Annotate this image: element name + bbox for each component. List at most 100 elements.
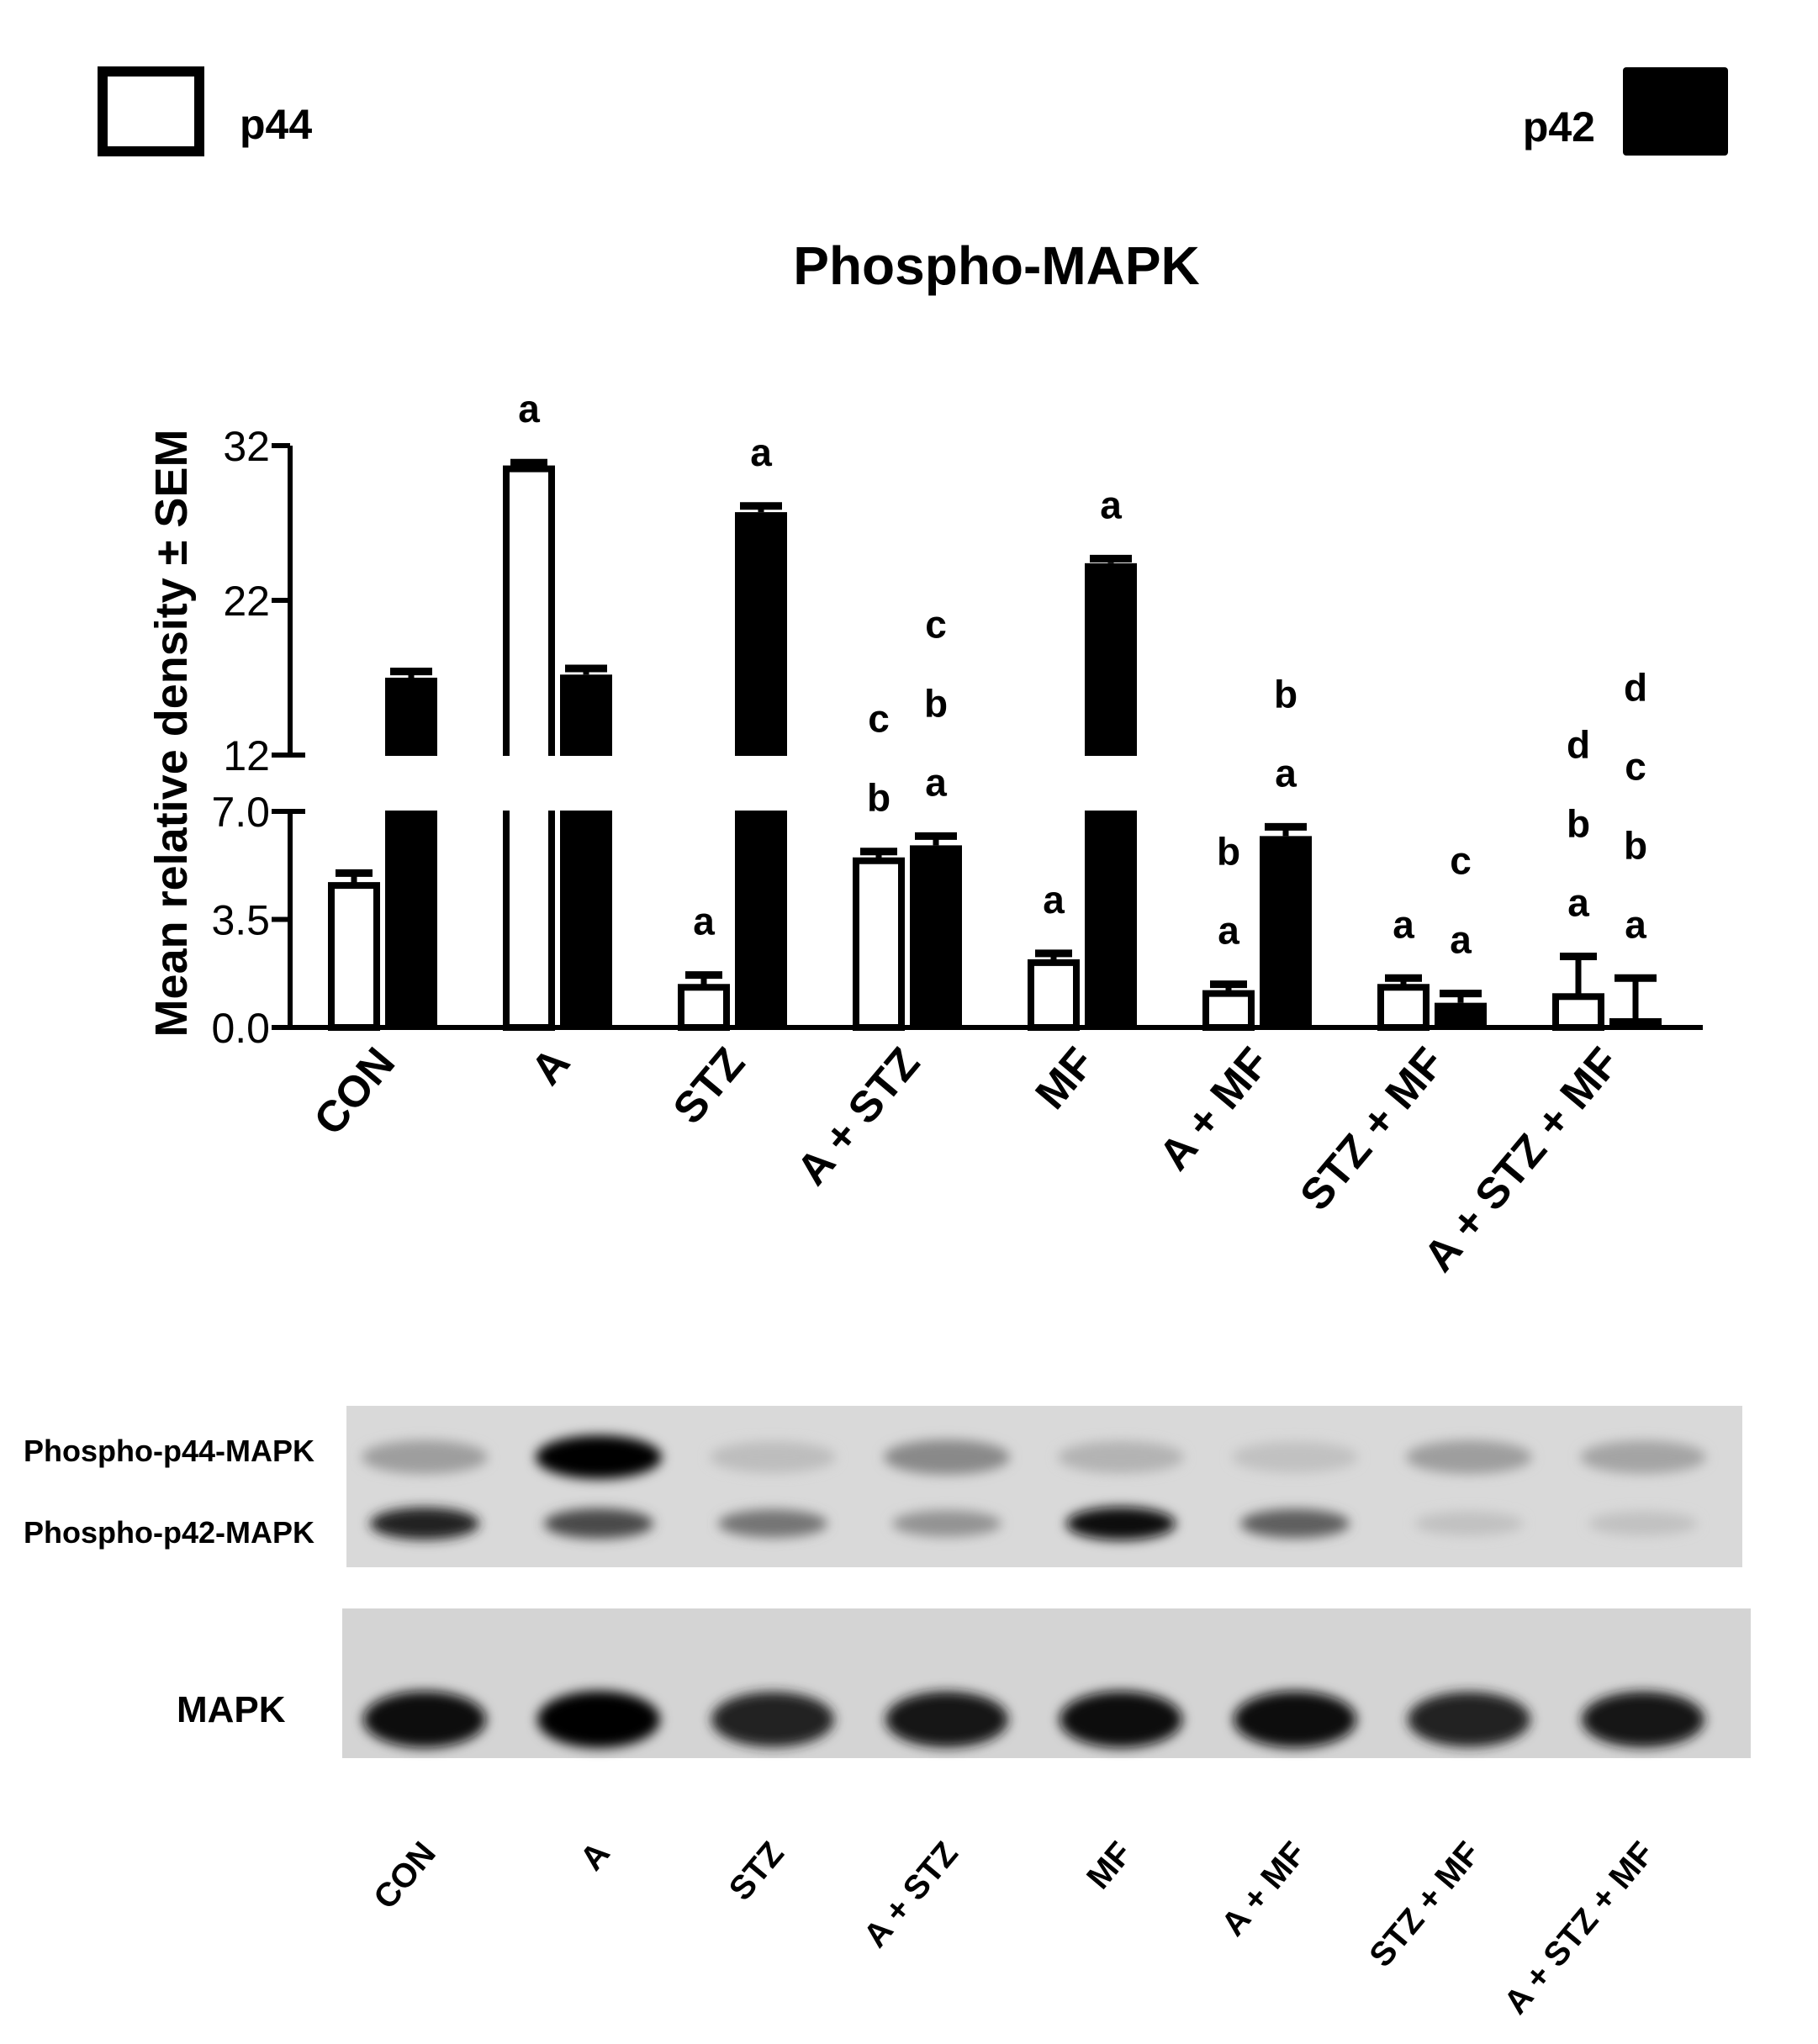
bar-group [380, 668, 442, 1027]
y-tick-label: 12 [223, 732, 270, 779]
significance-letter: a [1567, 881, 1589, 925]
significance-letter: b [867, 776, 891, 820]
bar-group [1028, 949, 1080, 1032]
band-p42 [1066, 1507, 1176, 1540]
significance-letter: b [924, 681, 948, 725]
x-tick-label: STZ [664, 1038, 755, 1133]
blot-lane [884, 1439, 1010, 1748]
legend-p42-label: p42 [1523, 103, 1595, 151]
blot-lane-label: A + STZ [857, 1835, 965, 1955]
bar-p42 [385, 678, 437, 1027]
band-p44 [536, 1435, 662, 1479]
bar-p44 [1377, 984, 1430, 1032]
y-tick-label: 22 [223, 578, 270, 625]
band-p42 [370, 1507, 479, 1540]
significance-letter: a [1275, 751, 1297, 795]
blot-lane-label: A + STZ + MF [1497, 1835, 1662, 2021]
band-mapk [711, 1692, 834, 1747]
significance-letter: a [750, 430, 772, 474]
band-p44 [1580, 1440, 1706, 1474]
bar-group [1260, 822, 1312, 1027]
significance-letter: a [1625, 902, 1646, 946]
blot-label-p44: Phospho-p44-MAPK [24, 1434, 314, 1468]
bar-p44 [1202, 990, 1255, 1031]
legend-p44-swatch [98, 66, 204, 156]
blot-lane [536, 1435, 662, 1748]
band-p42 [1240, 1508, 1350, 1539]
bar-p42 [910, 845, 962, 1027]
significance-letter: c [925, 602, 947, 646]
blot-lane-label: STZ [722, 1835, 791, 1908]
blot-lane [1232, 1441, 1358, 1748]
band-p44 [884, 1439, 1010, 1475]
significance-letter: b [1274, 672, 1297, 716]
blot-lane [362, 1440, 488, 1748]
significance-letter: b [1567, 802, 1590, 846]
phospho-blot-strip [346, 1406, 1742, 1567]
bar-group [1435, 990, 1487, 1027]
x-tick-label: MF [1026, 1038, 1104, 1118]
significance-letter: d [1567, 723, 1590, 767]
y-tick-label: 3.5 [211, 897, 270, 944]
significance-letter: a [518, 387, 540, 430]
significance-letter: a [1218, 909, 1239, 953]
bar-group [1202, 980, 1255, 1031]
significance-letter: a [1100, 483, 1122, 526]
blot-bands [362, 1435, 1706, 1748]
blot-lane [1580, 1440, 1706, 1748]
bar-p42 [1260, 836, 1312, 1027]
blot-lane-labels: CON A STZ A + STZ MF A + MF STZ + MF A + STZ + … [367, 1835, 1662, 2021]
bar-p44 [678, 984, 730, 1032]
bar-group [910, 832, 962, 1027]
significance-letter: b [1217, 830, 1240, 874]
blot-label-p42: Phospho-p42-MAPK [24, 1515, 314, 1550]
bar-group [1552, 953, 1604, 1032]
legend-p42-swatch [1623, 67, 1728, 156]
bar-group [498, 458, 560, 1031]
significance-letter: a [1043, 878, 1065, 922]
significance-letter: c [1450, 839, 1472, 883]
axis-break-gap [730, 756, 792, 811]
axis-break-gap [380, 756, 442, 811]
x-tick-label: A [522, 1038, 580, 1094]
band-p42 [1588, 1511, 1698, 1536]
legend: p44 p42 [98, 66, 1728, 156]
band-p44 [710, 1441, 836, 1473]
x-tick-label: A + STZ [788, 1038, 930, 1194]
bar-p42 [560, 674, 612, 1027]
bar-group [730, 502, 792, 1027]
y-tick-label: 32 [223, 423, 270, 470]
bar-group [678, 971, 730, 1032]
bar-p44 [1028, 959, 1080, 1032]
band-p44 [362, 1440, 488, 1474]
axis-break-gap [1080, 756, 1142, 811]
significance-letter: a [693, 900, 715, 943]
bar-group [1609, 974, 1662, 1027]
blot-lane [1058, 1440, 1184, 1748]
significance-letter: c [868, 697, 890, 741]
significance-letter: b [1624, 823, 1647, 867]
axis-break-gap [498, 756, 560, 811]
band-mapk [885, 1691, 1008, 1748]
bar-p44 [853, 857, 905, 1031]
significance-letter: c [1625, 744, 1646, 788]
significance-letter: a [925, 760, 947, 804]
y-tick-label: 7.0 [211, 789, 270, 836]
band-mapk [1408, 1692, 1530, 1747]
band-p44 [1058, 1440, 1184, 1474]
blot-lane-label: A [573, 1835, 617, 1878]
x-tick-labels: CON A STZ A + STZ MF A + MF STZ + MFA + STZ + … [304, 1038, 1629, 1281]
band-mapk [537, 1691, 660, 1748]
band-mapk [1060, 1691, 1182, 1748]
x-tick-label: STZ + MF [1291, 1038, 1454, 1219]
band-mapk [1582, 1691, 1704, 1748]
significance-letter: a [1450, 918, 1472, 962]
blot-lane-label: A + MF [1214, 1835, 1313, 1943]
chart-title: Phospho-MAPK [793, 235, 1200, 296]
bar-p42 [1609, 1017, 1662, 1027]
band-p42 [1414, 1511, 1524, 1536]
y-axis-label: Mean relative density ± SEM [146, 430, 197, 1038]
chart-bars [328, 458, 1662, 1032]
